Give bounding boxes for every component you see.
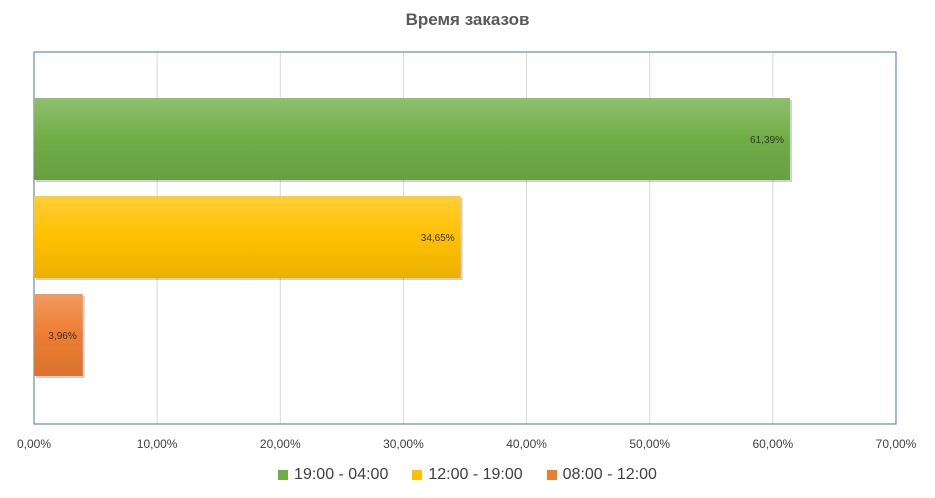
x-tick-label: 0,00% (17, 437, 51, 451)
legend-label: 08:00 - 12:00 (562, 466, 657, 483)
data-label: 3,96% (48, 331, 76, 342)
bar-19-00-04-00 (34, 98, 790, 180)
x-tick-label: 40,00% (506, 437, 547, 451)
data-label: 61,39% (750, 135, 784, 146)
legend-label: 19:00 - 04:00 (294, 466, 389, 483)
legend-label: 12:00 - 19:00 (428, 466, 523, 483)
x-tick-label: 10,00% (137, 437, 178, 451)
legend-swatch (412, 470, 423, 480)
chart-title: Время заказов (405, 10, 530, 29)
x-tick-label: 20,00% (260, 437, 301, 451)
legend: 19:00 - 04:00 12:00 - 19:00 08:00 - 12:00 (0, 466, 935, 484)
bar-12-00-19-00 (34, 196, 461, 278)
bar-08-00-12-00 (34, 294, 83, 376)
x-tick-label: 60,00% (753, 437, 794, 451)
legend-swatch (546, 470, 557, 480)
legend-item: 12:00 - 19:00 (412, 466, 523, 484)
legend-item: 08:00 - 12:00 (546, 466, 657, 484)
data-label: 34,65% (421, 233, 455, 244)
x-tick-label: 30,00% (383, 437, 424, 451)
x-tick-label: 70,00% (876, 437, 917, 451)
x-tick-label: 50,00% (629, 437, 670, 451)
legend-swatch (278, 470, 289, 480)
legend-item: 19:00 - 04:00 (278, 466, 388, 484)
